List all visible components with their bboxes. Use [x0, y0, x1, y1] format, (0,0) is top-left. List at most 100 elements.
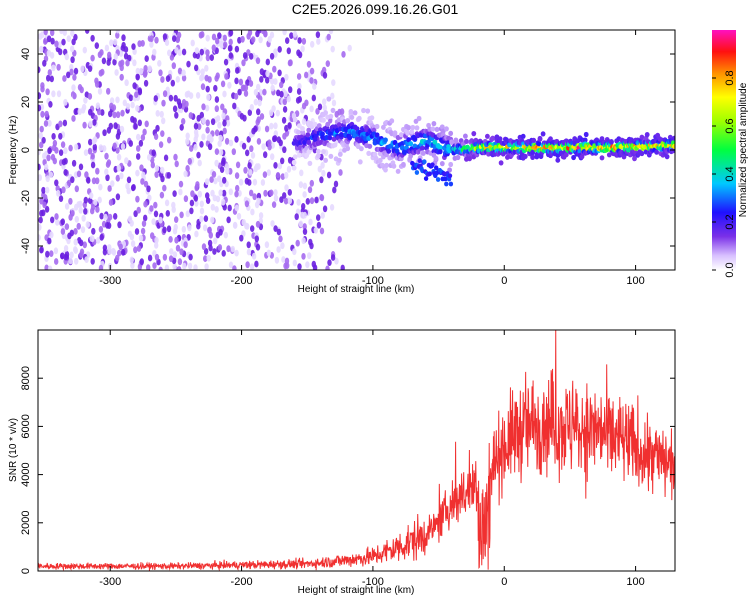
spectrogram-noise-mark	[48, 101, 53, 108]
spectrogram-noise-mark	[127, 54, 132, 62]
spectrogram-noise-mark	[271, 201, 277, 209]
spectrogram-noise-mark	[232, 102, 237, 110]
spectrogram-noise-mark	[102, 248, 108, 256]
spectrogram-noise-mark	[62, 75, 67, 82]
spectrogram-noise-mark	[175, 244, 181, 252]
spectrogram-signal-mark	[377, 157, 383, 163]
spectrogram-noise-mark	[54, 40, 59, 48]
spectrogram-signal-mark	[530, 149, 535, 155]
spectrogram-noise-mark	[177, 67, 183, 75]
spectrogram-noise-mark	[200, 83, 206, 91]
spectrogram-signal-mark	[437, 149, 443, 155]
spectrogram-noise-mark	[185, 210, 190, 218]
spectrogram-noise-mark	[279, 81, 284, 89]
spectrogram-noise-mark	[251, 232, 256, 240]
spectrogram-noise-mark	[176, 31, 182, 39]
spectrogram-noise-mark	[280, 242, 285, 250]
spectrogram-noise-mark	[115, 146, 120, 154]
spectrogram-signal-mark	[416, 115, 422, 122]
spectrogram-noise-mark	[259, 76, 264, 83]
spectrogram-noise-mark	[70, 56, 75, 64]
spectrogram-noise-mark	[320, 212, 325, 219]
spectrogram-noise-mark	[269, 189, 274, 197]
spectrogram-noise-mark	[83, 149, 89, 157]
spectrogram-noise-mark	[151, 149, 156, 157]
spectrogram-noise-mark	[196, 222, 201, 230]
spectrogram-noise-mark	[316, 214, 321, 222]
spectrogram-noise-mark	[74, 215, 80, 223]
spectrogram-noise-mark	[217, 121, 222, 129]
spectrogram-noise-mark	[102, 145, 107, 152]
spectrogram-noise-mark	[302, 182, 308, 190]
spectrogram-noise-mark	[239, 234, 244, 242]
spectrogram-noise-mark	[171, 62, 176, 70]
spectrogram-noise-mark	[61, 158, 67, 166]
spectrogram-signal-mark	[359, 146, 364, 152]
spectrogram-noise-mark	[218, 134, 223, 142]
spectrogram-noise-mark	[172, 251, 178, 258]
spectrogram-signal-mark	[632, 156, 637, 162]
spectrogram-signal-mark	[373, 155, 379, 161]
spectrogram-signal-mark	[448, 161, 454, 168]
spectrogram-noise-mark	[258, 36, 263, 44]
spectrogram-noise-mark	[319, 176, 324, 184]
spectrogram-noise-mark	[153, 201, 158, 209]
spectrogram-noise-mark	[115, 174, 121, 182]
spectrogram-noise-mark	[55, 219, 60, 226]
snr-y-tick-label: 6000	[20, 414, 32, 438]
spectrogram-noise-mark	[164, 264, 170, 270]
spectrogram-noise-mark	[84, 256, 89, 263]
spectrogram-noise-mark	[149, 41, 154, 48]
spectrogram-noise-mark	[267, 139, 272, 147]
spectrogram-signal-mark	[374, 123, 380, 130]
spectrogram-noise-mark	[44, 205, 50, 213]
spectrogram-noise-mark	[168, 236, 173, 243]
spectrogram-noise-mark	[284, 73, 289, 81]
spectrogram-noise-mark	[330, 45, 335, 53]
spectrogram-noise-mark	[319, 194, 325, 202]
spectrogram-noise-mark	[49, 231, 54, 239]
spectrogram-noise-mark	[252, 193, 257, 201]
colorbar-tick-label: 0.8	[724, 70, 736, 85]
spectrogram-noise-mark	[46, 154, 51, 162]
spectrogram-noise-mark	[256, 108, 261, 116]
spectrogram-noise-mark	[242, 52, 248, 59]
spectrogram-noise-mark	[237, 36, 242, 44]
spectrogram-noise-mark	[306, 60, 312, 68]
spectrogram-noise-mark	[300, 45, 305, 53]
spectrogram-noise-mark	[54, 179, 59, 187]
spectrogram-signal-mark	[537, 136, 543, 142]
spectrogram-signal-mark	[330, 107, 336, 113]
spectrogram-noise-mark	[49, 250, 54, 257]
spectrogram-noise-mark	[179, 124, 184, 131]
spectrogram-noise-mark	[309, 197, 315, 205]
spectrogram-signal-mark	[464, 138, 469, 144]
spectrogram-noise-mark	[201, 103, 206, 111]
spectrogram-noise-mark	[126, 176, 132, 184]
spectrogram-noise-mark	[106, 59, 111, 66]
spectrogram-noise-mark	[260, 30, 266, 35]
spectrogram-noise-mark	[112, 142, 117, 150]
spectrogram-noise-mark	[204, 64, 209, 72]
spectrogram-noise-mark	[206, 254, 211, 262]
spectrogram-noise-mark	[281, 256, 286, 263]
spectrogram-noise-mark	[288, 59, 293, 67]
spectrogram-noise-mark	[241, 59, 246, 67]
spectrogram-noise-mark	[100, 68, 105, 76]
spectrogram-noise-mark	[39, 209, 44, 217]
spectrogram-noise-mark	[183, 195, 189, 203]
spectrogram-noise-mark	[155, 124, 160, 132]
spectrogram-noise-mark	[47, 265, 53, 270]
spectrogram-signal-mark	[439, 124, 445, 130]
snr-x-axis-label: Height of straight line (km)	[298, 585, 415, 596]
spectrogram-noise-mark	[264, 241, 270, 249]
spectrogram-signal-mark	[430, 162, 435, 168]
spectrogram-noise-mark	[71, 38, 76, 46]
spectrogram-noise-mark	[39, 45, 44, 53]
spectrogram-signal-mark	[530, 154, 535, 160]
spectrogram-noise-mark	[280, 157, 285, 165]
spectrogram-noise-mark	[248, 80, 254, 87]
spectrogram-noise-mark	[101, 57, 107, 65]
spectrogram-noise-mark	[77, 237, 82, 244]
spectrogram-noise-mark	[82, 46, 88, 54]
